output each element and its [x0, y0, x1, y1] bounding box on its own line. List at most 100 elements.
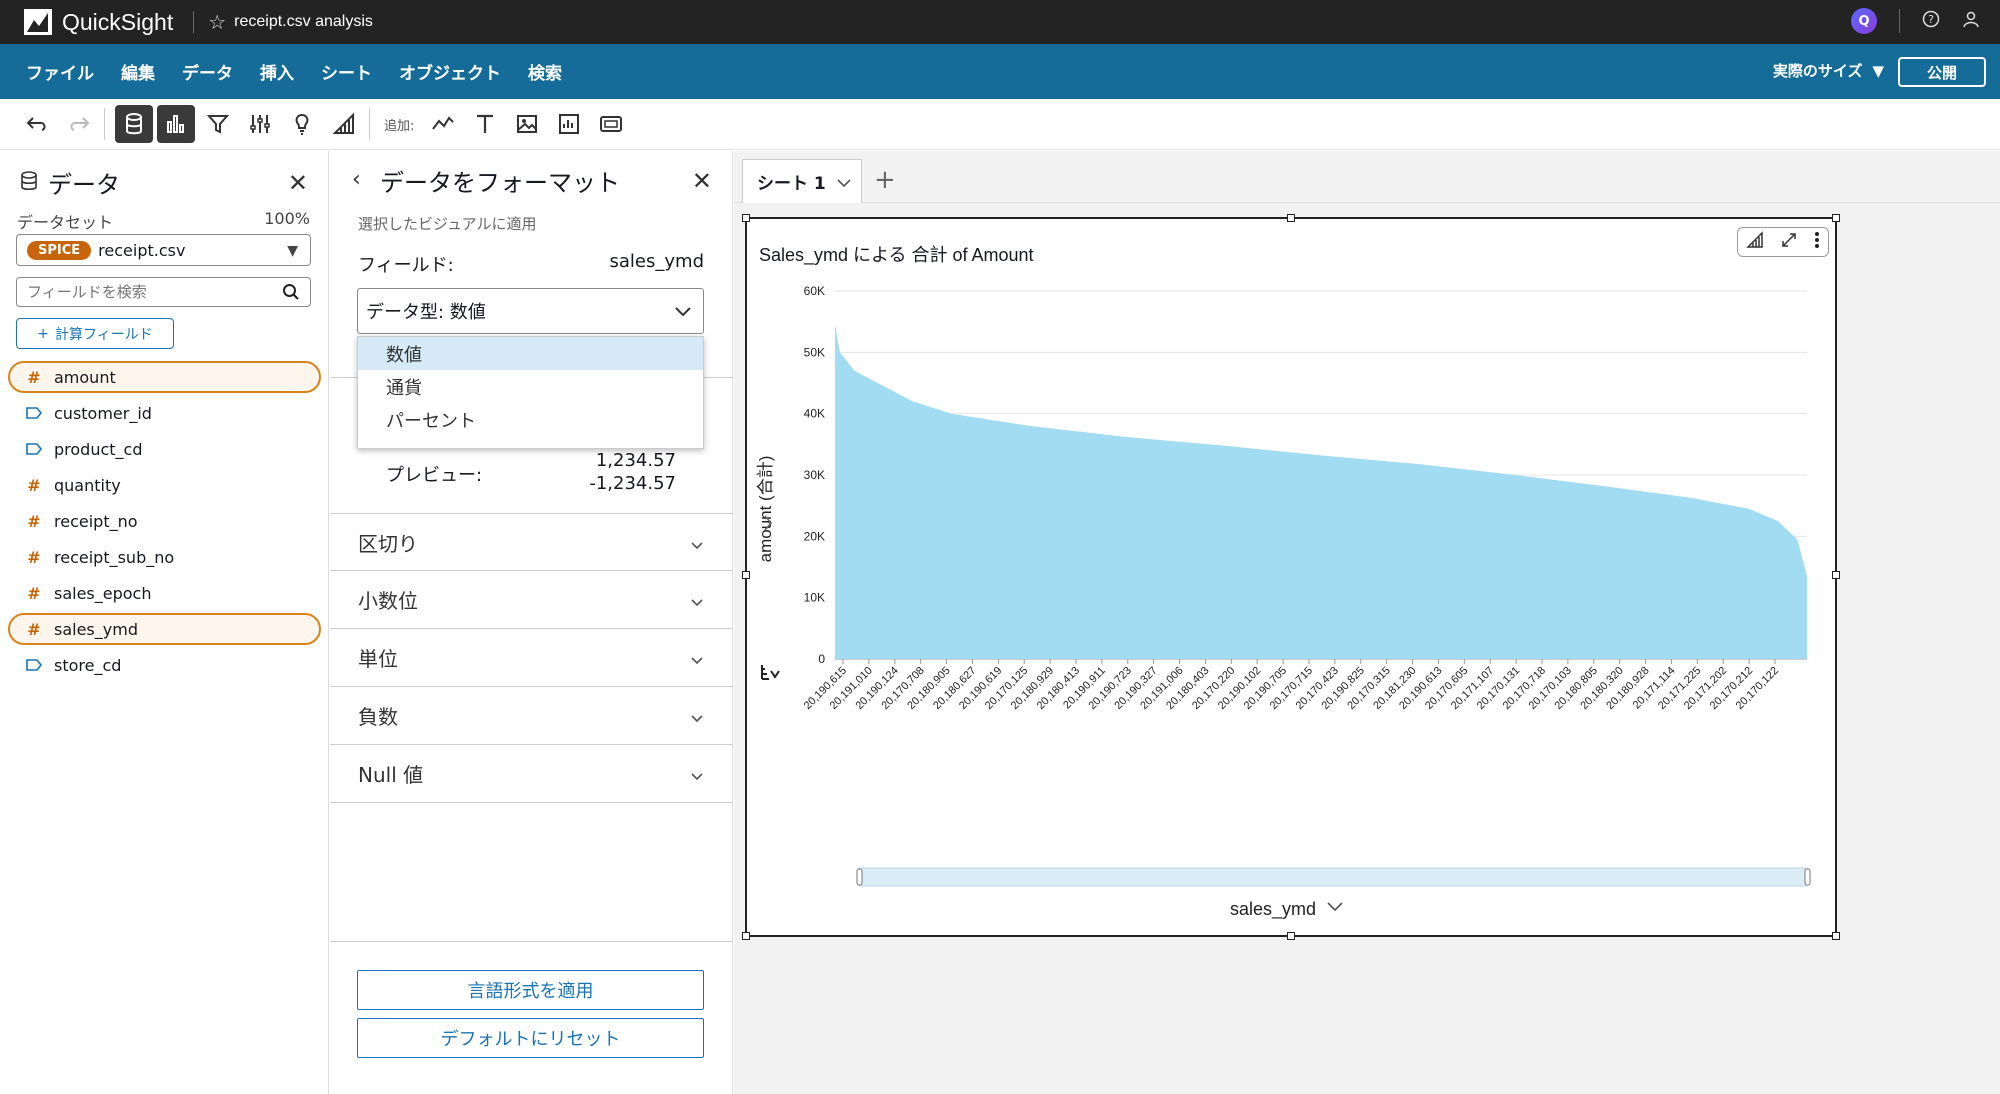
app-name: QuickSight [62, 8, 174, 35]
menu-search[interactable]: 検索 [528, 64, 562, 84]
menu-sheet[interactable]: シート [321, 64, 372, 84]
resize-handle[interactable] [1832, 214, 1840, 222]
resize-handle[interactable] [742, 932, 750, 940]
expand-icon[interactable] [1781, 232, 1797, 252]
resize-handle[interactable] [1287, 932, 1295, 940]
chevron-down-icon[interactable] [835, 174, 853, 197]
sheet-area: シート 1 + Sales_ymd による 合計 of Amount 0 10K 2… [734, 151, 2000, 1094]
search-icon[interactable] [282, 283, 300, 305]
format-data-panel: ‹ データをフォーマット ✕ 選択したビジュアルに適用 フィールド: sales… [330, 151, 733, 1094]
bar-chart-visual[interactable]: Sales_ymd による 合計 of Amount 0 10K 20K 30K 40K… [742, 214, 1840, 940]
field-item-store-cd[interactable]: store_cd [8, 649, 321, 681]
quicksight-logo-icon [24, 9, 52, 35]
y-tick-label: 60K [804, 284, 825, 298]
sort-icon[interactable] [761, 665, 780, 680]
section-label: 区切り [358, 531, 418, 556]
size-select[interactable]: 実際のサイズ ▼ [1773, 60, 1884, 81]
favorite-star-icon[interactable]: ☆ [208, 10, 227, 34]
dimension-tag-icon [24, 656, 44, 675]
option-number[interactable]: 数値 [358, 337, 703, 370]
more-options-icon[interactable] [1814, 231, 1820, 253]
option-percent[interactable]: パーセント [386, 410, 476, 432]
resize-handle[interactable] [1832, 932, 1840, 940]
field-item-sales-epoch[interactable]: # sales_epoch [8, 577, 321, 609]
section-units[interactable]: 単位 [330, 628, 733, 685]
apply-language-format-button[interactable]: 言語形式を適用 [357, 970, 704, 1010]
close-icon[interactable]: ✕ [287, 169, 308, 197]
help-icon[interactable]: ? [1922, 10, 1940, 33]
field-item-customer-id[interactable]: customer_id [8, 397, 321, 429]
section-label: 単位 [358, 646, 398, 671]
app-brand[interactable]: QuickSight [24, 9, 173, 36]
menu-insert[interactable]: 挿入 [260, 64, 294, 84]
field-list: # amount customer_id product_cd # quanti… [8, 361, 321, 685]
menu-object[interactable]: オブジェクト [399, 64, 501, 84]
y-axis-title[interactable]: amount (合計) [756, 456, 775, 563]
divider [1899, 9, 1900, 33]
user-icon[interactable] [1962, 10, 1980, 33]
resize-handle[interactable] [1287, 214, 1295, 222]
resize-handle[interactable] [1832, 571, 1840, 579]
resize-handle[interactable] [742, 571, 750, 579]
add-insight-icon[interactable] [550, 105, 588, 143]
format-visual-icon[interactable] [1746, 231, 1764, 253]
section-null-values[interactable]: Null 値 [330, 744, 733, 803]
y-tick-label: 40K [804, 407, 825, 421]
section-negatives[interactable]: 負数 [330, 686, 733, 743]
field-item-amount[interactable]: # amount [8, 361, 321, 393]
section-decimals[interactable]: 小数位 [330, 570, 733, 627]
add-visual-icon[interactable] [424, 105, 462, 143]
publish-button[interactable]: 公開 [1898, 57, 1986, 87]
x-axis-scrollbar[interactable] [856, 867, 1811, 887]
filter-icon[interactable] [199, 105, 237, 143]
add-calculated-field-button[interactable]: + 計算フィールド [16, 318, 174, 349]
field-search-input[interactable] [27, 278, 277, 306]
dataset-select[interactable]: SPICE receipt.csv ▼ [16, 234, 311, 266]
themes-icon[interactable] [325, 105, 363, 143]
field-item-receipt-sub-no[interactable]: # receipt_sub_no [8, 541, 321, 573]
add-sheet-icon[interactable]: + [874, 165, 896, 195]
sheet-tab-1[interactable]: シート 1 [742, 159, 862, 203]
y-tick-label: 30K [804, 468, 825, 482]
menu-edit[interactable]: 編集 [121, 64, 155, 84]
field-name: amount [54, 367, 116, 387]
back-chevron-icon[interactable]: ‹ [352, 167, 361, 192]
undo-icon[interactable] [18, 105, 56, 143]
format-panel-title: データをフォーマット [380, 169, 620, 197]
divider [193, 11, 195, 33]
divider [104, 108, 105, 140]
insights-bulb-icon[interactable] [283, 105, 321, 143]
redo-icon[interactable] [60, 105, 98, 143]
reset-to-default-button[interactable]: デフォルトにリセット [357, 1018, 704, 1058]
add-image-icon[interactable] [508, 105, 546, 143]
resize-handle[interactable] [742, 214, 750, 222]
data-panel-toggle-icon[interactable] [115, 105, 153, 143]
amazon-q-icon[interactable]: Q [1851, 8, 1877, 34]
field-item-quantity[interactable]: # quantity [8, 469, 321, 501]
add-label: 追加: [384, 118, 415, 134]
field-item-sales-ymd[interactable]: # sales_ymd [8, 613, 321, 645]
toolbar: 追加: [0, 99, 2000, 150]
section-label: 負数 [358, 704, 398, 729]
x-axis-title[interactable]: sales_ymd [1230, 899, 1316, 920]
analysis-title[interactable]: receipt.csv analysis [234, 13, 373, 30]
divider [330, 941, 733, 942]
option-currency[interactable]: 通貨 [386, 377, 422, 399]
top-bar: QuickSight ☆ receipt.csv analysis Q ? [0, 0, 2000, 44]
menu-data[interactable]: データ [182, 64, 233, 84]
data-panel: データ ✕ データセット 100% SPICE receipt.csv ▼ + … [0, 151, 329, 1094]
field-label: フィールド: [358, 255, 454, 276]
add-text-icon[interactable] [466, 105, 504, 143]
menu-file[interactable]: ファイル [26, 64, 94, 84]
close-icon[interactable]: ✕ [691, 167, 712, 195]
chevron-down-icon[interactable] [1327, 902, 1343, 912]
dataset-label: データセット [17, 213, 114, 232]
field-item-receipt-no[interactable]: # receipt_no [8, 505, 321, 537]
field-item-product-cd[interactable]: product_cd [8, 433, 321, 465]
chevron-right-icon[interactable] [764, 515, 773, 531]
add-embed-icon[interactable] [592, 105, 630, 143]
section-separators[interactable]: 区切り [330, 513, 733, 570]
controls-icon[interactable] [241, 105, 279, 143]
visuals-toggle-icon[interactable] [157, 105, 195, 143]
data-type-select[interactable]: データ型: 数値 [357, 288, 704, 334]
